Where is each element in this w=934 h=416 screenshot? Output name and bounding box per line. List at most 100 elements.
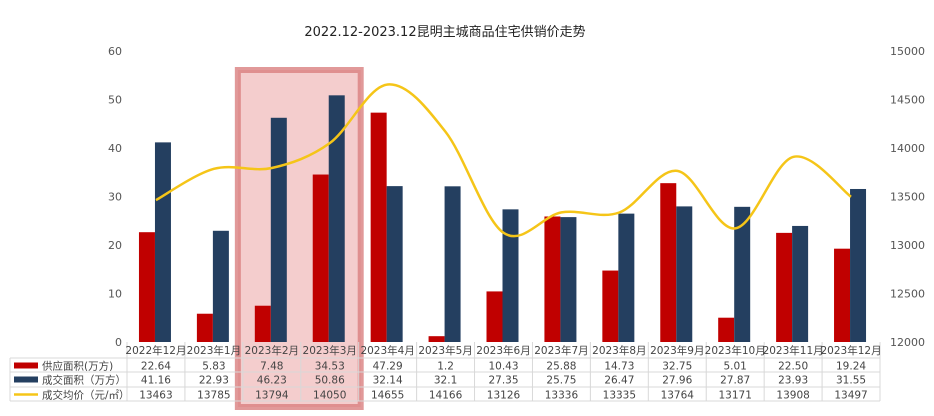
data-label: 5.83: [202, 361, 225, 373]
bar-supply: [370, 112, 387, 343]
y-right-tick-label: 12500: [890, 288, 925, 301]
bar-transaction: [734, 206, 751, 342]
bar-supply: [138, 232, 155, 342]
legend-label: 成交均价（元/㎡）: [42, 389, 130, 402]
x-tick-label: 2023年12月: [820, 344, 881, 357]
data-label: 27.35: [488, 375, 518, 387]
y-right-tick-label: 14000: [890, 142, 925, 155]
bar-transaction: [676, 206, 693, 342]
y-left-tick-label: 30: [108, 191, 122, 204]
bar-supply: [660, 183, 677, 342]
y-left-tick-label: 20: [108, 239, 122, 252]
data-label: 14050: [313, 390, 346, 402]
y-left-tick-label: 50: [108, 94, 122, 107]
y-right-tick-label: 12000: [890, 336, 925, 349]
legend-swatch: [14, 376, 38, 383]
data-label: 26.47: [604, 375, 634, 387]
x-tick-label: 2023年7月: [534, 344, 588, 357]
data-label: 32.1: [434, 375, 457, 387]
data-label: 13126: [487, 390, 521, 402]
bar-supply: [718, 317, 735, 342]
bar-supply: [544, 216, 561, 342]
x-tick-label: 2023年5月: [418, 344, 472, 357]
data-label: 41.16: [141, 375, 171, 387]
data-label: 14166: [429, 390, 463, 402]
x-tick-label: 2023年10月: [705, 344, 766, 357]
data-label: 22.93: [199, 375, 229, 387]
bar-transaction: [502, 209, 519, 342]
price-line: [155, 83, 852, 238]
data-label: 13171: [718, 390, 751, 402]
y-left-tick-label: 10: [108, 288, 122, 301]
bar-supply: [486, 291, 503, 342]
bar-transaction: [444, 186, 461, 342]
x-tick-label: 2023年1月: [187, 344, 241, 357]
data-label: 13785: [197, 390, 230, 402]
x-tick-label: 2022年12月: [125, 344, 186, 357]
x-tick-label: 2023年2月: [245, 344, 299, 357]
bar-supply: [776, 232, 793, 342]
y-right-tick-label: 15000: [890, 45, 925, 58]
bar-transaction: [270, 117, 287, 342]
data-label: 14655: [371, 390, 404, 402]
data-label: 23.93: [778, 375, 808, 387]
chart-title: 2022.12-2023.12昆明主城商品住宅供销价走势: [304, 24, 585, 40]
bar-transaction: [328, 95, 345, 342]
x-tick-label: 2023年3月: [303, 344, 357, 357]
y-right-tick-label: 13000: [890, 239, 925, 252]
legend-label: 成交面积（万方）: [42, 374, 126, 387]
bar-supply: [196, 313, 213, 342]
y-right-tick-label: 13500: [890, 191, 925, 204]
bar-transaction: [560, 217, 577, 342]
bar-transaction: [792, 225, 809, 342]
x-tick-label: 2023年11月: [763, 344, 824, 357]
data-label: 32.14: [373, 375, 403, 387]
bar-supply: [602, 270, 619, 342]
bar-supply: [428, 336, 445, 342]
data-label: 22.50: [778, 361, 808, 373]
y-left-tick-label: 0: [115, 336, 122, 349]
data-label: 13794: [255, 390, 289, 402]
legend-swatch: [14, 362, 38, 369]
y-left-tick-label: 40: [108, 142, 122, 155]
data-label: 5.01: [723, 361, 746, 373]
data-label: 13336: [545, 390, 579, 402]
bar-transaction: [618, 213, 635, 342]
data-label: 25.88: [546, 361, 576, 373]
data-label: 13463: [139, 390, 172, 402]
bar-transaction: [154, 142, 171, 342]
x-tick-label: 2023年6月: [476, 344, 530, 357]
data-label: 19.24: [836, 361, 866, 373]
bar-supply: [834, 248, 851, 342]
data-label: 32.75: [662, 361, 692, 373]
data-label: 7.48: [260, 361, 283, 373]
data-label: 46.23: [257, 375, 287, 387]
bar-supply: [312, 174, 329, 342]
data-label: 13764: [661, 390, 695, 402]
data-label: 13335: [603, 390, 636, 402]
data-label: 50.86: [315, 375, 345, 387]
data-label: 22.64: [141, 361, 171, 373]
data-label: 13497: [834, 390, 867, 402]
data-label: 14.73: [604, 361, 634, 373]
data-label: 34.53: [315, 361, 345, 373]
y-left-tick-label: 60: [108, 45, 122, 58]
data-label: 27.87: [720, 375, 750, 387]
legend-label: 供应面积(万方): [42, 360, 113, 373]
bar-transaction: [850, 188, 867, 342]
x-tick-label: 2023年4月: [360, 344, 414, 357]
x-tick-label: 2023年8月: [592, 344, 646, 357]
data-label: 13908: [776, 390, 809, 402]
bar-transaction: [212, 230, 229, 342]
data-label: 10.43: [488, 361, 518, 373]
data-label: 27.96: [662, 375, 692, 387]
data-label: 31.55: [836, 375, 866, 387]
bar-supply: [254, 305, 271, 342]
bar-transaction: [386, 186, 403, 342]
data-label: 47.29: [373, 361, 403, 373]
data-label: 25.75: [546, 375, 576, 387]
x-tick-label: 2023年9月: [650, 344, 704, 357]
data-label: 1.2: [437, 361, 454, 373]
